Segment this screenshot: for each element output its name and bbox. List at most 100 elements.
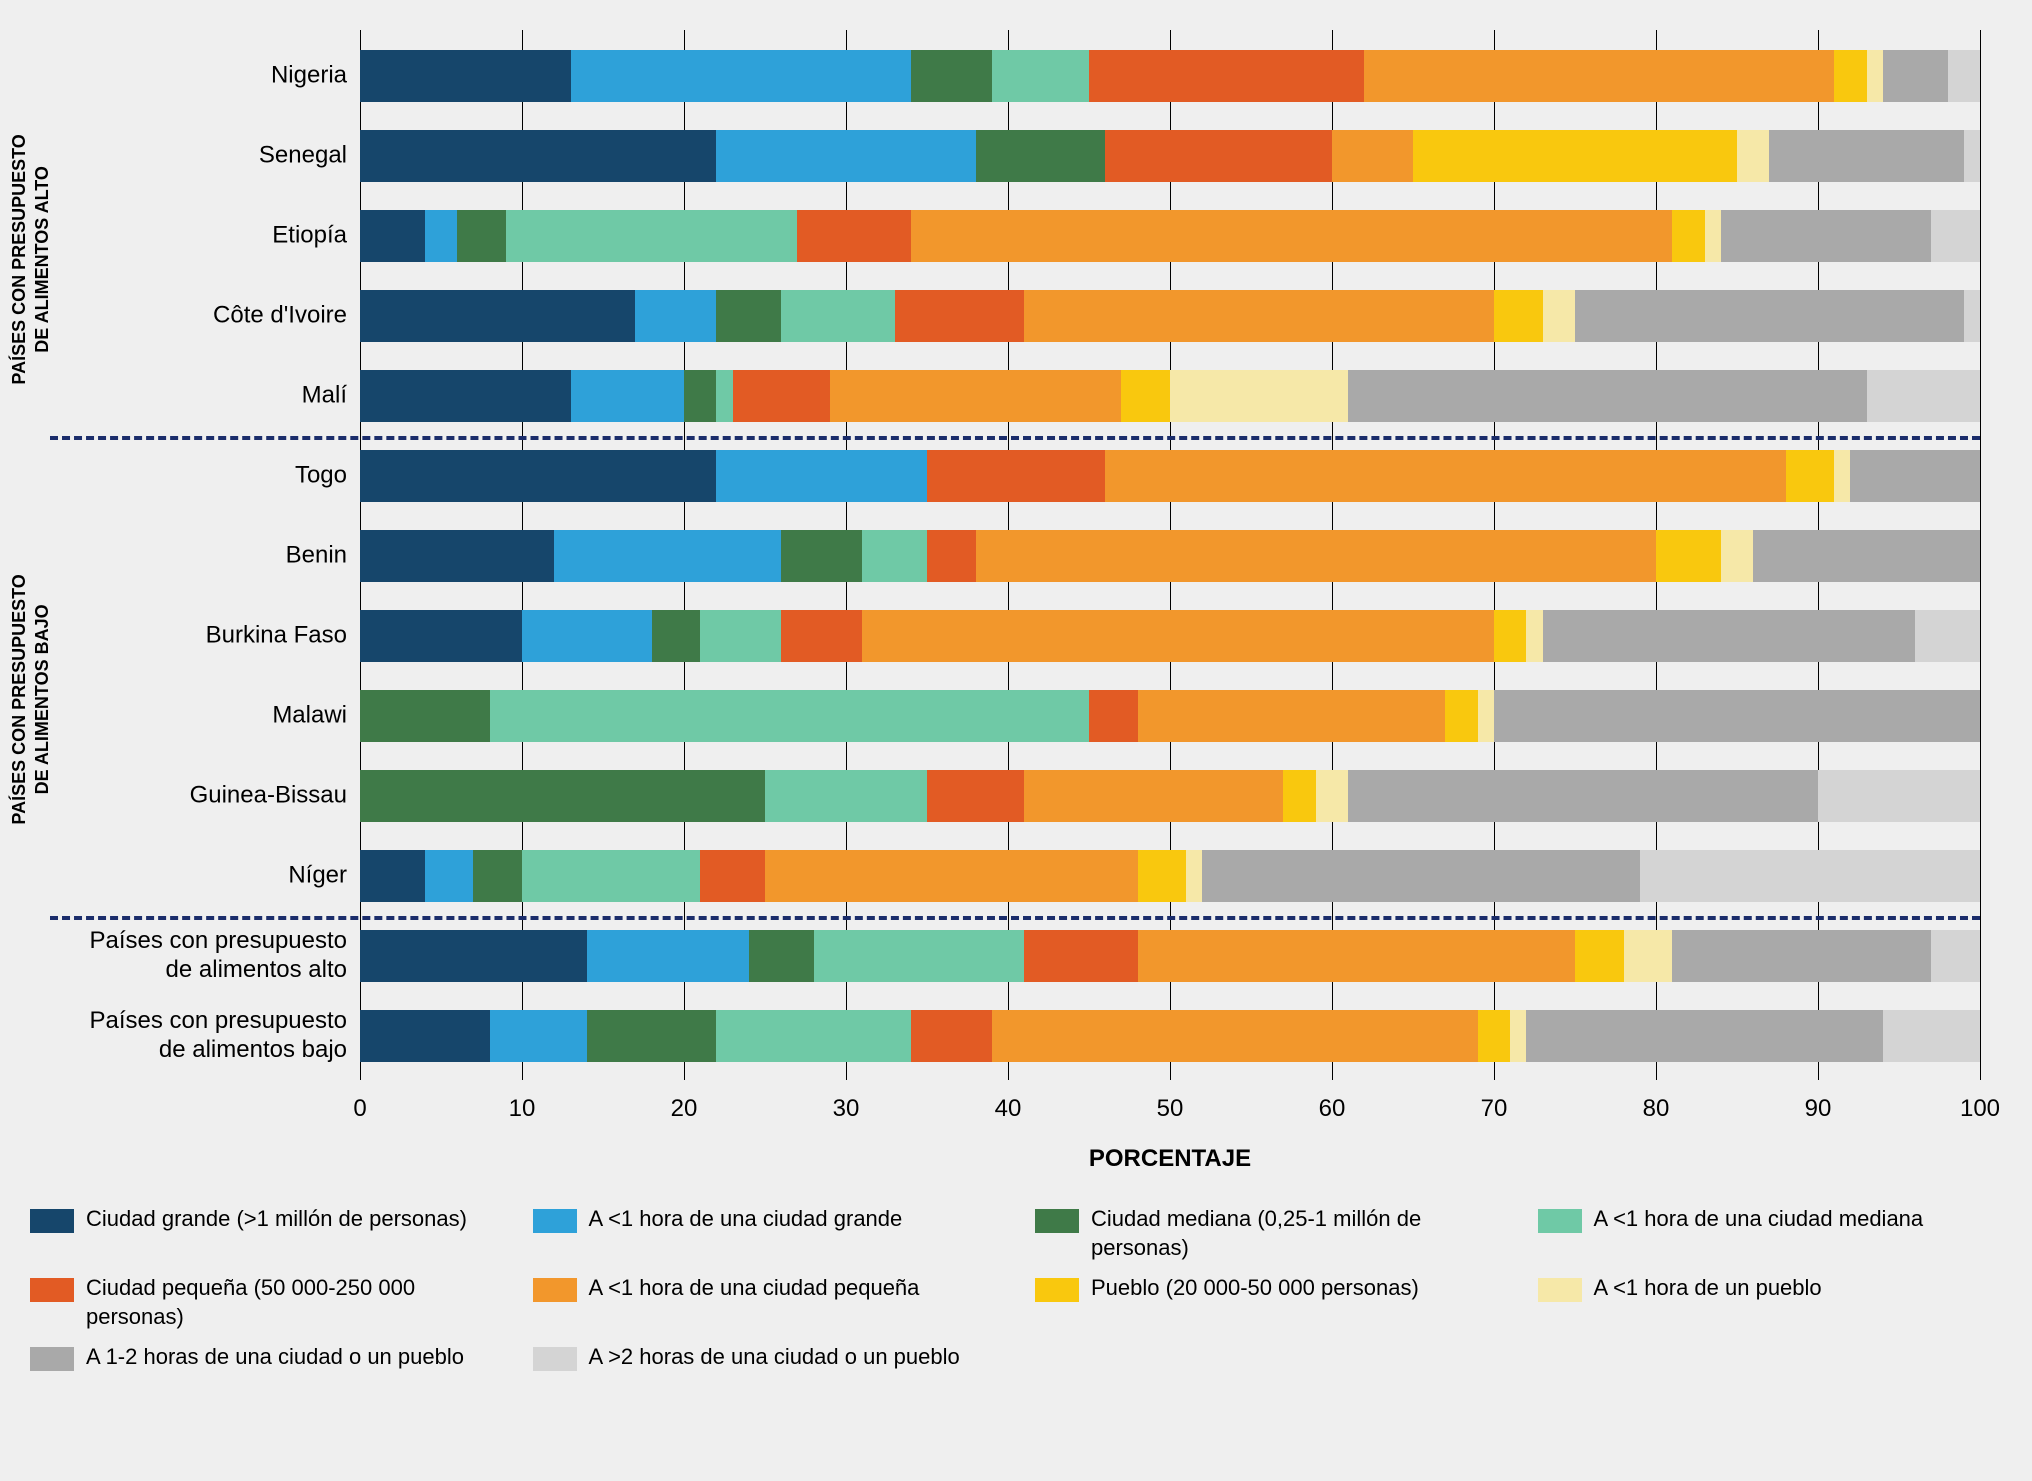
- y-axis-label: Malí: [302, 382, 347, 411]
- bar-segment: [1672, 930, 1931, 982]
- bar-segment: [360, 930, 587, 982]
- bar-segment: [473, 850, 522, 902]
- bar-segment: [635, 290, 716, 342]
- bar-segment: [1624, 930, 1673, 982]
- legend-swatch: [30, 1278, 74, 1302]
- bar-segment: [1283, 770, 1315, 822]
- legend-swatch: [1538, 1209, 1582, 1233]
- bar-segment: [1445, 690, 1477, 742]
- bar-segment: [1526, 1010, 1882, 1062]
- bar-segment: [1818, 770, 1980, 822]
- x-tick-label: 70: [1481, 1095, 1508, 1123]
- bar-segment: [749, 930, 814, 982]
- legend-label: Ciudad grande (>1 millón de personas): [86, 1205, 467, 1234]
- legend-label: Ciudad pequeña (50 000-250 000 personas): [86, 1274, 503, 1331]
- bar-segment: [1510, 1010, 1526, 1062]
- bar-segment: [360, 530, 554, 582]
- bar-row: [360, 530, 1980, 582]
- bar-segment: [1721, 530, 1753, 582]
- legend-label: A >2 horas de una ciudad o un pueblo: [589, 1343, 960, 1372]
- legend-item: A <1 hora de una ciudad mediana: [1538, 1205, 2011, 1262]
- bar-segment: [1656, 530, 1721, 582]
- bar-segment: [911, 210, 1672, 262]
- legend-swatch: [533, 1278, 577, 1302]
- bar-segment: [684, 370, 716, 422]
- bar-segment: [700, 850, 765, 902]
- bar-segment: [830, 370, 1122, 422]
- bar-segment: [716, 1010, 910, 1062]
- bar-segment: [1348, 370, 1866, 422]
- bar-segment: [1364, 50, 1834, 102]
- x-tick-label: 0: [353, 1095, 366, 1123]
- bar-row: [360, 610, 1980, 662]
- x-tick-label: 10: [509, 1095, 536, 1123]
- bar-segment: [1786, 450, 1835, 502]
- legend-item: A <1 hora de una ciudad pequeña: [533, 1274, 1006, 1331]
- y-axis-label: Países con presupuestode alimentos alto: [90, 927, 348, 985]
- bar-segment: [716, 290, 781, 342]
- bar-segment: [781, 610, 862, 662]
- legend-swatch: [1538, 1278, 1582, 1302]
- bar-segment: [716, 130, 975, 182]
- bar-segment: [895, 290, 1025, 342]
- bar-segment: [716, 370, 732, 422]
- x-tick-label: 50: [1157, 1095, 1184, 1123]
- bar-segment: [1850, 450, 1980, 502]
- bar-segment: [1867, 370, 1980, 422]
- bar-segment: [360, 130, 716, 182]
- bar-segment: [1931, 930, 1980, 982]
- bar-segment: [1332, 130, 1413, 182]
- bar-segment: [522, 850, 700, 902]
- x-tick-label: 30: [833, 1095, 860, 1123]
- legend-label: A <1 hora de un pueblo: [1594, 1274, 1822, 1303]
- bar-segment: [911, 50, 992, 102]
- bar-segment: [1105, 450, 1785, 502]
- bar-segment: [781, 530, 862, 582]
- bar-segment: [976, 130, 1106, 182]
- bar-segment: [976, 530, 1656, 582]
- gridline: [1980, 30, 1981, 1080]
- bar-segment: [862, 610, 1494, 662]
- bar-row: [360, 850, 1980, 902]
- bar-segment: [360, 610, 522, 662]
- bar-row: [360, 50, 1980, 102]
- bar-segment: [1105, 130, 1332, 182]
- bar-segment: [862, 530, 927, 582]
- stacked-bar-chart: 0102030405060708090100 PORCENTAJE Nigeri…: [20, 20, 2012, 1461]
- legend-item: A <1 hora de una ciudad grande: [533, 1205, 1006, 1262]
- bar-segment: [992, 1010, 1478, 1062]
- bar-segment: [1883, 1010, 1980, 1062]
- bar-segment: [1672, 210, 1704, 262]
- bar-segment: [360, 210, 425, 262]
- bar-segment: [1089, 50, 1364, 102]
- legend-item: Ciudad grande (>1 millón de personas): [30, 1205, 503, 1262]
- bar-segment: [765, 770, 927, 822]
- bar-segment: [587, 930, 749, 982]
- bar-segment: [360, 290, 635, 342]
- bar-segment: [360, 370, 571, 422]
- bar-segment: [1964, 290, 1980, 342]
- bar-segment: [1024, 770, 1283, 822]
- legend-swatch: [1035, 1209, 1079, 1233]
- bar-segment: [554, 530, 781, 582]
- x-axis-title: PORCENTAJE: [1089, 1145, 1251, 1173]
- bar-segment: [927, 770, 1024, 822]
- bar-segment: [1024, 930, 1137, 982]
- bar-row: [360, 770, 1980, 822]
- bar-segment: [1413, 130, 1737, 182]
- bar-segment: [1089, 690, 1138, 742]
- bar-segment: [1170, 370, 1348, 422]
- bar-segment: [571, 50, 911, 102]
- legend: Ciudad grande (>1 millón de personas) A <…: [30, 1205, 2010, 1372]
- bar-segment: [1867, 50, 1883, 102]
- bar-segment: [797, 210, 910, 262]
- bar-segment: [1721, 210, 1932, 262]
- legend-item: A >2 horas de una ciudad o un pueblo: [533, 1343, 1006, 1372]
- bar-row: [360, 370, 1980, 422]
- bar-segment: [1948, 50, 1980, 102]
- bar-segment: [1138, 690, 1446, 742]
- bar-segment: [1494, 290, 1543, 342]
- bar-segment: [700, 610, 781, 662]
- bar-segment: [360, 450, 716, 502]
- bar-segment: [733, 370, 830, 422]
